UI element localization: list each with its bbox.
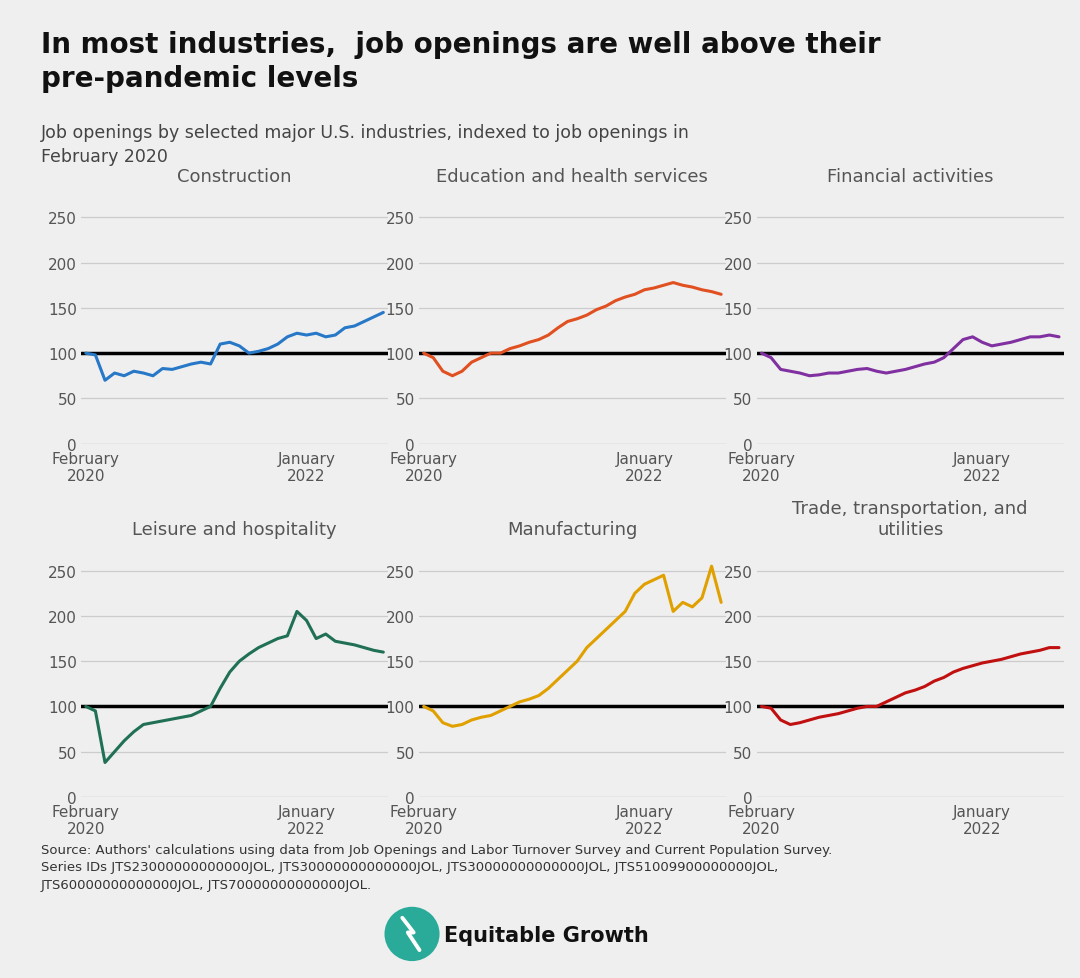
Ellipse shape (384, 907, 440, 961)
Text: Source: Authors' calculations using data from Job Openings and Labor Turnover Su: Source: Authors' calculations using data… (41, 843, 833, 891)
Title: Manufacturing: Manufacturing (508, 520, 637, 539)
Title: Construction: Construction (177, 168, 292, 186)
Title: Trade, transportation, and
utilities: Trade, transportation, and utilities (793, 500, 1028, 539)
Text: In most industries,  job openings are well above their
pre-pandemic levels: In most industries, job openings are wel… (41, 31, 880, 93)
Title: Education and health services: Education and health services (436, 168, 708, 186)
Title: Financial activities: Financial activities (827, 168, 994, 186)
Text: Job openings by selected major U.S. industries, indexed to job openings in
Febru: Job openings by selected major U.S. indu… (41, 124, 690, 165)
Title: Leisure and hospitality: Leisure and hospitality (132, 520, 337, 539)
Text: Equitable Growth: Equitable Growth (445, 925, 649, 946)
